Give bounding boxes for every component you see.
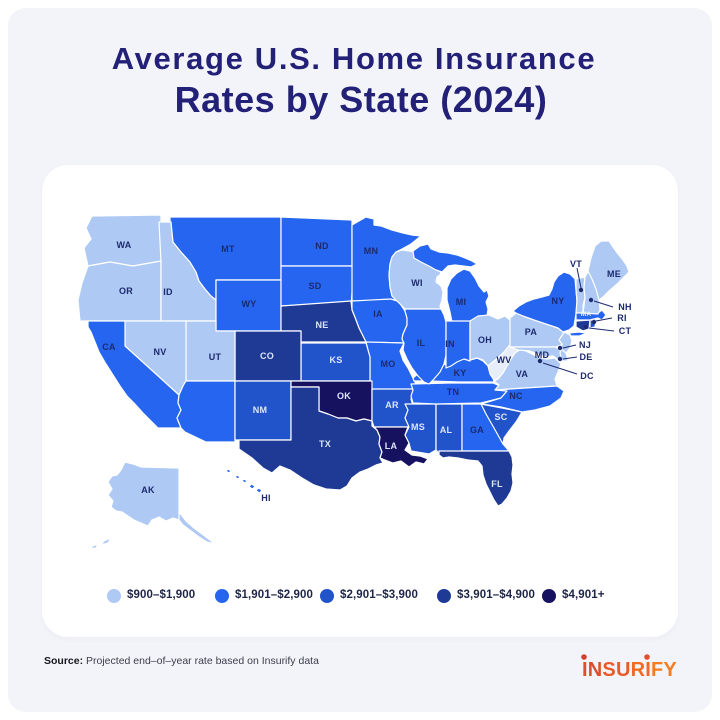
svg-text:IA: IA — [373, 309, 383, 319]
svg-text:MD: MD — [535, 350, 550, 360]
svg-text:ME: ME — [607, 269, 621, 279]
svg-text:NJ: NJ — [579, 340, 591, 350]
svg-text:WY: WY — [241, 299, 256, 309]
svg-text:GA: GA — [470, 425, 484, 435]
svg-text:DC: DC — [580, 371, 594, 381]
svg-text:TX: TX — [319, 439, 331, 449]
svg-text:ID: ID — [163, 287, 173, 297]
svg-text:KS: KS — [329, 355, 342, 365]
svg-text:CO: CO — [260, 351, 274, 361]
svg-text:SC: SC — [494, 412, 507, 422]
svg-text:ND: ND — [315, 241, 329, 251]
svg-text:MA: MA — [581, 311, 592, 318]
svg-text:IN: IN — [445, 339, 455, 349]
svg-text:CT: CT — [619, 326, 632, 336]
svg-text:HI: HI — [261, 493, 271, 503]
svg-text:WA: WA — [116, 240, 131, 250]
svg-text:MI: MI — [456, 297, 467, 307]
svg-text:WI: WI — [411, 278, 423, 288]
svg-text:MT: MT — [221, 244, 235, 254]
svg-text:UT: UT — [209, 352, 222, 362]
svg-text:SD: SD — [308, 281, 321, 291]
svg-text:PA: PA — [525, 327, 538, 337]
svg-text:MO: MO — [380, 359, 395, 369]
svg-text:AR: AR — [385, 400, 399, 410]
svg-text:AL: AL — [440, 425, 453, 435]
svg-text:OK: OK — [337, 391, 351, 401]
svg-text:NH: NH — [618, 302, 632, 312]
svg-text:NE: NE — [315, 320, 328, 330]
svg-text:NC: NC — [509, 391, 523, 401]
svg-text:NM: NM — [253, 405, 268, 415]
svg-text:WV: WV — [496, 355, 511, 365]
svg-text:IL: IL — [417, 338, 426, 348]
svg-text:VT: VT — [570, 259, 582, 269]
svg-text:AK: AK — [141, 485, 155, 495]
svg-text:OR: OR — [119, 286, 133, 296]
svg-text:CA: CA — [102, 342, 116, 352]
svg-text:FL: FL — [491, 479, 503, 489]
svg-text:MS: MS — [411, 422, 425, 432]
svg-text:KY: KY — [453, 368, 466, 378]
svg-text:OH: OH — [478, 335, 492, 345]
svg-text:VA: VA — [516, 369, 529, 379]
svg-text:RI: RI — [617, 313, 627, 323]
svg-text:INSURIFY: INSURIFY — [582, 659, 677, 681]
svg-text:NY: NY — [551, 296, 564, 306]
svg-text:MN: MN — [364, 246, 379, 256]
svg-text:DE: DE — [579, 352, 592, 362]
svg-text:NV: NV — [153, 347, 166, 357]
svg-text:LA: LA — [385, 441, 398, 451]
svg-text:TN: TN — [447, 387, 460, 397]
